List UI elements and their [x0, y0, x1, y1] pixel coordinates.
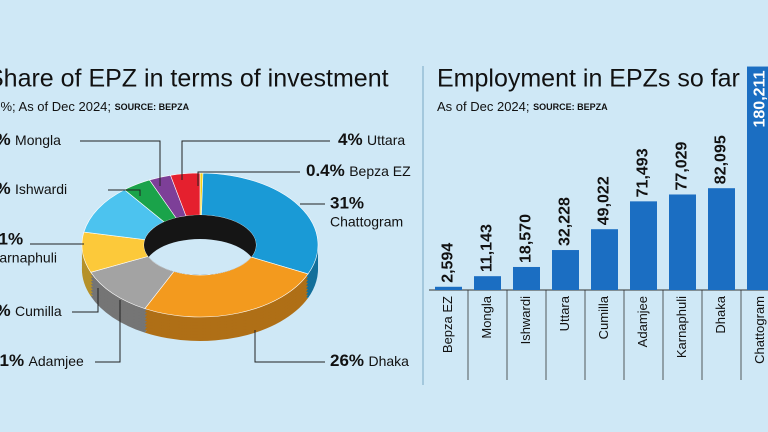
bar-value-label: 32,228: [557, 197, 574, 246]
pie-value-label: 3%: [0, 130, 11, 149]
pie-category-label: Chattogram: [330, 214, 403, 230]
bar-value-label: 82,095: [713, 135, 730, 184]
bar-source: SOURCE: BEPZA: [533, 102, 608, 112]
bar-value-label: 180,211: [752, 70, 768, 127]
bar: [435, 286, 462, 290]
pie-source: SOURCE: BEPZA: [115, 102, 190, 112]
pie-subtitle: In %; As of Dec 2024; SOURCE: BEPZA: [0, 99, 190, 114]
bar: [708, 188, 735, 290]
x-tick-label: Ishwardi: [518, 296, 533, 345]
bar-value-label: 11,143: [479, 224, 496, 272]
pie-category-label: Mongla: [15, 132, 61, 148]
bar: [552, 250, 579, 290]
x-tick-label: Chattogram: [752, 296, 767, 364]
leader-line: [197, 171, 300, 186]
leader-line: [80, 140, 161, 186]
bar-title: Employment in EPZs so far: [437, 65, 740, 93]
pie-subtitle-text: In %; As of Dec 2024;: [0, 99, 111, 114]
pie-label: 4% Ishwardi: [0, 179, 67, 198]
pie-label: 11% Adamjee: [0, 351, 84, 370]
pie-category-label: Dhaka: [368, 353, 409, 369]
pie-value-label: 11%: [0, 351, 24, 370]
bar-subtitle-text: As of Dec 2024;: [437, 99, 530, 114]
hole-floor: [144, 239, 256, 275]
x-tick-label: Uttara: [557, 295, 572, 331]
pie-title: Share of EPZ in terms of investment: [0, 65, 389, 93]
bar-value-label: 2,594: [440, 243, 457, 283]
pie-value-label: 26%: [330, 351, 364, 370]
pie-label: 9% Cumilla: [0, 301, 62, 320]
bar-chart: 2,594 Bepza EZ 11,143 Mongla 18,570 Ishwardi 3…: [429, 66, 768, 380]
pie-value-label: 4%: [0, 179, 11, 198]
pie-label: 26% Dhaka: [330, 351, 409, 370]
pie-value-label: 0.4%: [306, 161, 345, 180]
bar-value-label: 77,029: [674, 141, 691, 190]
leader-line: [95, 300, 121, 363]
bar-subtitle: As of Dec 2024; SOURCE: BEPZA: [437, 99, 608, 114]
x-tick-label: Dhaka: [713, 295, 728, 333]
bar: [630, 201, 657, 290]
pie-value-label: 4%: [338, 130, 363, 149]
leader-line: [108, 189, 141, 196]
pie-value-label: 11%: [0, 229, 23, 248]
leader-line: [254, 330, 325, 363]
pie-category-label: Ishwardi: [15, 181, 67, 197]
pie-label: 3% Mongla: [0, 130, 61, 149]
x-tick-label: Bepza EZ: [440, 296, 455, 353]
pie-category-label: Cumilla: [15, 303, 62, 319]
bar: [591, 229, 618, 290]
leader-line: [72, 288, 99, 313]
pie-label: 0.4% Bepza EZ: [306, 161, 411, 180]
pie-category-label: Karnaphuli: [0, 250, 57, 266]
bar-value-label: 49,022: [596, 176, 613, 225]
pie-value-label: 31%: [330, 193, 364, 212]
leader-line: [181, 140, 330, 180]
bar: [747, 66, 768, 290]
bar: [513, 266, 540, 290]
x-tick-label: Cumilla: [596, 295, 611, 339]
bar: [474, 276, 501, 290]
x-tick-label: Karnaphuli: [674, 296, 689, 358]
bar: [669, 194, 696, 290]
pie-category-label: Bepza EZ: [349, 163, 411, 179]
pie-category-label: Uttara: [367, 132, 405, 148]
pie-chart: 0.4% Bepza EZ 31% Chattogram 26% Dhaka 11% A…: [0, 130, 411, 370]
bar-value-label: 18,570: [518, 214, 535, 263]
x-tick-label: Adamjee: [635, 296, 650, 347]
pie-value-label: 9%: [0, 301, 11, 320]
pie-label: 4% Uttara: [338, 130, 405, 149]
x-tick-label: Mongla: [479, 295, 494, 338]
bar-value-label: 71,493: [635, 148, 652, 197]
pie-category-label: Adamjee: [29, 353, 84, 369]
